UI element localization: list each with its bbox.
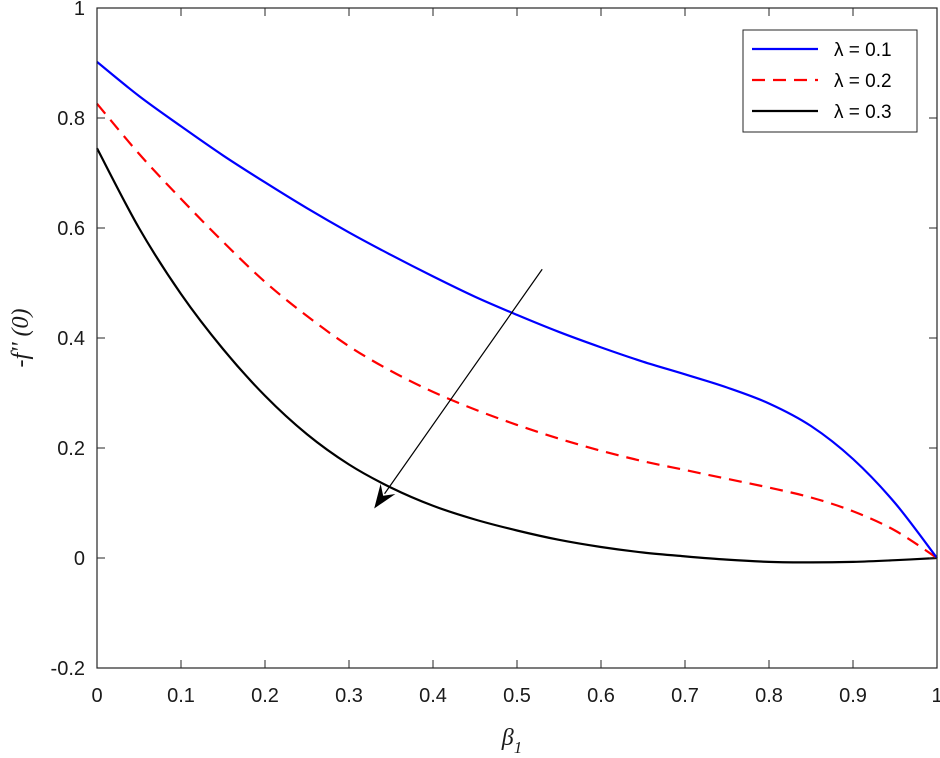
series-line-1 bbox=[96, 61, 938, 559]
tick-layer: 0 0.1 0.2 0.3 0.4 0.5 0.6 0.7 0.8 0.9 1 -0.2 0 0.2 0.4… bbox=[51, 0, 940, 707]
legend-box bbox=[742, 29, 918, 133]
y-tick-label: 0 bbox=[74, 548, 85, 570]
x-tick-label: 0.1 bbox=[167, 685, 195, 707]
x-axis-label: β1 bbox=[501, 725, 522, 757]
series-layer bbox=[96, 61, 938, 564]
y-tick-label: 1 bbox=[74, 0, 85, 20]
legend: λ = 0.1 λ = 0.2 λ = 0.3 bbox=[742, 29, 918, 133]
x-tick-label: 0.4 bbox=[419, 685, 447, 707]
x-tick-label: 0.6 bbox=[587, 685, 615, 707]
y-tick-label: 0.8 bbox=[57, 108, 85, 130]
y-axis-label: -f'' (0) bbox=[8, 309, 34, 368]
annotation-arrow-layer bbox=[374, 268, 543, 509]
y-tick-label: 0.4 bbox=[57, 328, 85, 350]
x-tick-label: 0.9 bbox=[839, 685, 867, 707]
y-tick-label: -0.2 bbox=[51, 658, 85, 680]
series-line-3 bbox=[96, 147, 938, 564]
legend-label-3: λ = 0.3 bbox=[834, 102, 892, 123]
x-tick-label: 0.8 bbox=[755, 685, 783, 707]
x-axis-label-main: β bbox=[501, 725, 514, 751]
legend-label-1: λ = 0.1 bbox=[834, 40, 892, 61]
x-axis-label-subscript: 1 bbox=[514, 738, 523, 757]
y-tick-label: 0.6 bbox=[57, 218, 85, 240]
annotation-arrow-head bbox=[374, 483, 396, 509]
x-tick-label: 0.5 bbox=[503, 685, 531, 707]
annotation-arrow-shaft bbox=[384, 268, 543, 495]
series-line-2 bbox=[96, 102, 938, 559]
x-tick-label: 0.3 bbox=[335, 685, 363, 707]
x-tick-label: 0 bbox=[91, 685, 102, 707]
x-tick-label: 1 bbox=[931, 685, 940, 707]
y-tick-label: 0.2 bbox=[57, 438, 85, 460]
legend-entries: λ = 0.1 λ = 0.2 λ = 0.3 bbox=[752, 40, 892, 123]
x-tick-label: 0.2 bbox=[251, 685, 279, 707]
x-tick-label: 0.7 bbox=[671, 685, 699, 707]
legend-label-2: λ = 0.2 bbox=[834, 71, 892, 92]
